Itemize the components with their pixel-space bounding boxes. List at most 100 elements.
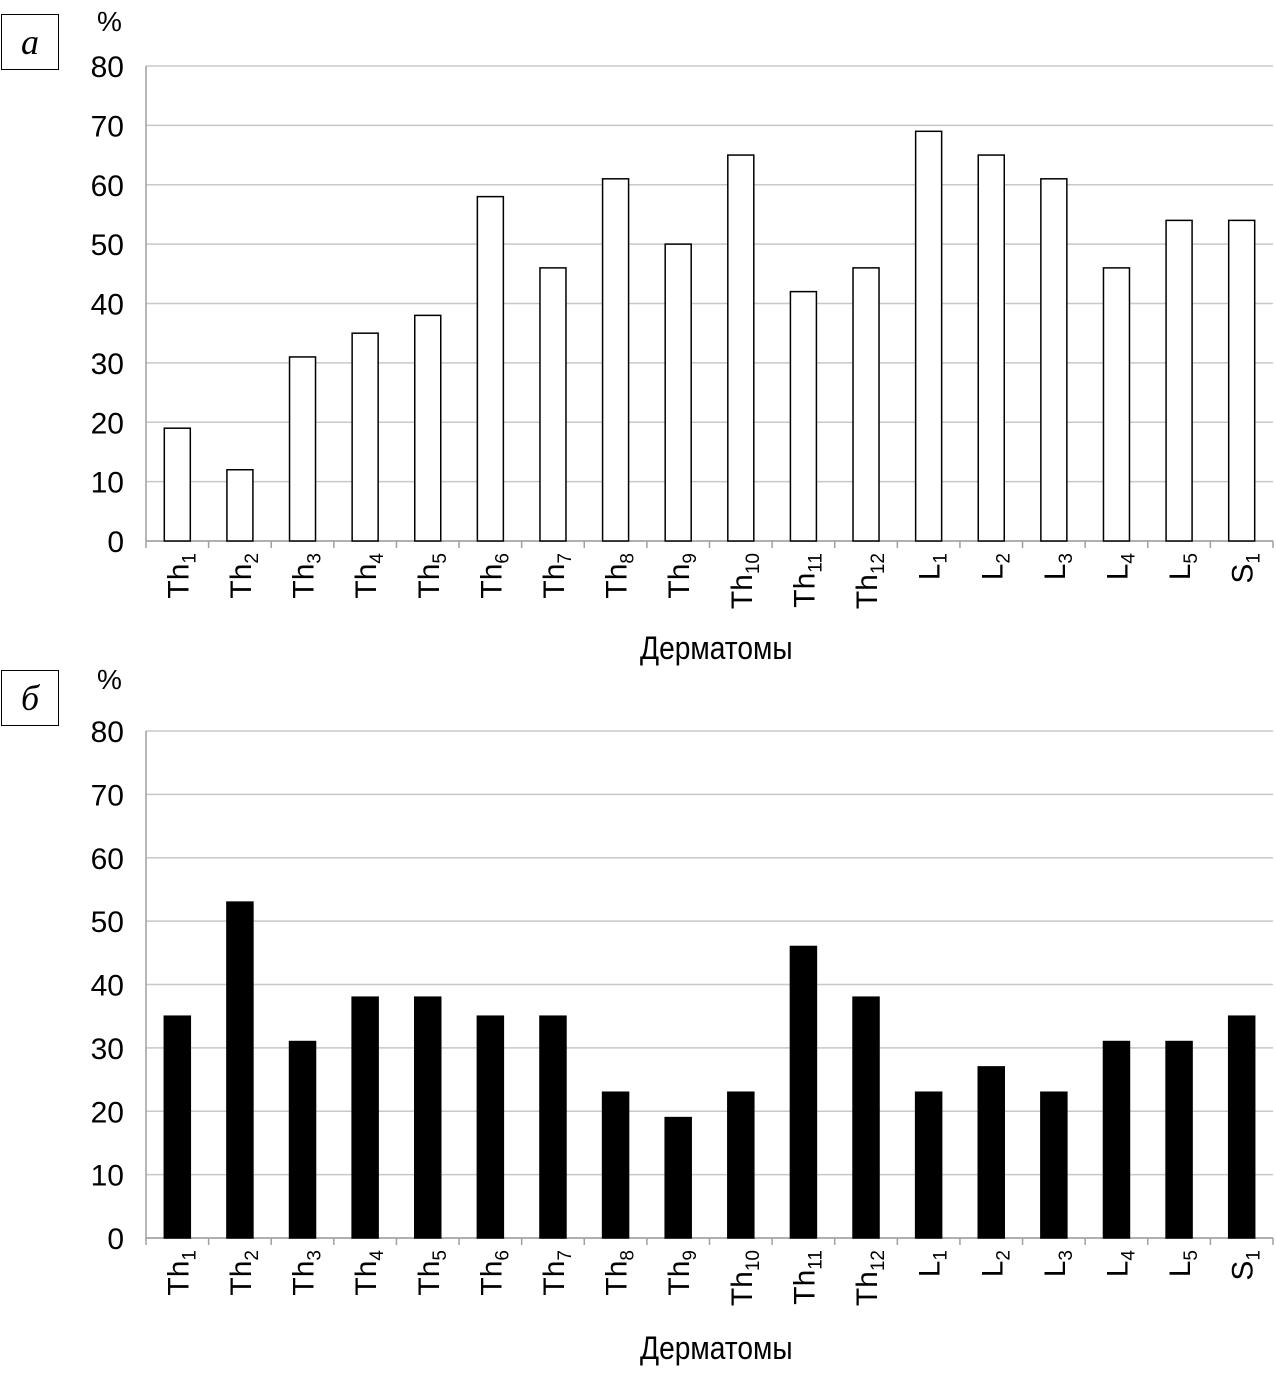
x-tick-label: L3 xyxy=(1039,553,1077,580)
y-tick-label: 10 xyxy=(91,467,124,500)
svg-text:S1: S1 xyxy=(1227,1250,1265,1281)
bar-L3 xyxy=(1040,178,1068,542)
svg-text:Th12: Th12 xyxy=(851,553,889,609)
bar-Th1 xyxy=(163,427,192,542)
x-tick-label: Th11 xyxy=(788,553,826,608)
bar-Th4 xyxy=(351,332,379,542)
svg-text:L4: L4 xyxy=(1101,1250,1139,1278)
x-tick-label: Th8 xyxy=(601,553,639,599)
svg-text:Th4: Th4 xyxy=(350,553,388,599)
x-tick-label: Th2 xyxy=(225,553,263,599)
x-tick-label: Th9 xyxy=(663,553,701,599)
y-tick-label: 20 xyxy=(91,1096,124,1129)
y-unit-label-b: % xyxy=(97,664,122,695)
x-tick-label: S1 xyxy=(1227,553,1265,584)
y-tick-label: 0 xyxy=(107,1223,124,1256)
bar-Th11 xyxy=(789,945,818,1239)
x-tick-label: S1 xyxy=(1227,1250,1265,1281)
bar-Th12 xyxy=(852,267,880,542)
y-tick-label: 80 xyxy=(91,716,124,749)
y-tick-label: 70 xyxy=(91,110,124,143)
svg-text:Th6: Th6 xyxy=(475,553,513,599)
y-tick-label: 60 xyxy=(91,170,124,203)
x-tick-label: L4 xyxy=(1101,553,1139,581)
x-tick-label: L5 xyxy=(1164,553,1202,580)
bar-Th11 xyxy=(789,290,818,542)
bar-Th12 xyxy=(852,996,880,1239)
x-tick-label: Th1 xyxy=(162,553,200,599)
svg-text:L3: L3 xyxy=(1039,553,1077,580)
x-tick-label: L2 xyxy=(976,1250,1014,1277)
y-tick-label: 10 xyxy=(91,1160,124,1193)
bar-L5 xyxy=(1165,1040,1193,1239)
bar-S1 xyxy=(1227,219,1256,542)
y-tick-label: 0 xyxy=(107,526,124,559)
svg-text:Th7: Th7 xyxy=(538,553,576,599)
svg-text:Th8: Th8 xyxy=(601,553,639,599)
svg-text:Th1: Th1 xyxy=(162,553,200,599)
bar-Th4 xyxy=(351,996,379,1239)
x-tick-label: Th3 xyxy=(288,1250,326,1296)
svg-text:Th2: Th2 xyxy=(225,1250,263,1296)
y-tick-label: 30 xyxy=(91,1033,124,1066)
bar-Th3 xyxy=(288,356,317,542)
bar-L2 xyxy=(977,1066,1005,1239)
svg-text:Th12: Th12 xyxy=(851,1250,889,1306)
bar-Th9 xyxy=(664,1116,692,1239)
y-tick-label: 50 xyxy=(91,906,124,939)
bar-Th10 xyxy=(727,1091,755,1239)
bar-L2 xyxy=(977,154,1005,542)
svg-text:Th6: Th6 xyxy=(475,1250,513,1296)
x-tick-label: Th11 xyxy=(788,1250,826,1305)
svg-text:L1: L1 xyxy=(914,1250,952,1277)
x-tick-label: Th5 xyxy=(413,553,451,599)
y-tick-label: 60 xyxy=(91,843,124,876)
x-tick-label: Th10 xyxy=(726,553,764,609)
y-unit-label-a: % xyxy=(97,6,122,37)
svg-text:Th3: Th3 xyxy=(288,1250,326,1296)
svg-text:Th5: Th5 xyxy=(413,1250,451,1296)
bar-Th10 xyxy=(727,154,755,542)
bar-S1 xyxy=(1227,1015,1256,1239)
bar-Th1 xyxy=(163,1015,192,1239)
x-tick-label: Th1 xyxy=(162,1250,200,1296)
bar-Th7 xyxy=(539,267,567,542)
x-tick-label: Th3 xyxy=(288,553,326,599)
svg-text:L2: L2 xyxy=(976,1250,1014,1277)
svg-text:Th9: Th9 xyxy=(663,553,701,599)
x-tick-label: Th10 xyxy=(726,1250,764,1306)
x-tick-label: L3 xyxy=(1039,1250,1077,1277)
bar-L4 xyxy=(1102,1040,1131,1239)
panel-label-a: а xyxy=(1,14,59,70)
svg-text:Th5: Th5 xyxy=(413,553,451,599)
bar-Th2 xyxy=(226,469,254,542)
bar-L1 xyxy=(914,1091,943,1239)
bar-Th9 xyxy=(664,243,692,542)
y-tick-label: 20 xyxy=(91,407,124,440)
bar-L3 xyxy=(1040,1091,1068,1239)
svg-text:L4: L4 xyxy=(1101,553,1139,581)
y-tick-label: 40 xyxy=(91,289,124,322)
x-tick-label: Th6 xyxy=(475,1250,513,1296)
x-tick-label: L5 xyxy=(1164,1250,1202,1277)
bar-Th3 xyxy=(288,1040,317,1239)
x-tick-label: L2 xyxy=(976,553,1014,580)
bar-Th8 xyxy=(601,1091,630,1239)
y-tick-label: 30 xyxy=(91,348,124,381)
bar-L4 xyxy=(1102,267,1131,542)
bar-chart-a: 0 10 20 30 40 50 60 70 80 Th1 Th2 Th3 Th4 Th5 Th6 Th7 Th… xyxy=(91,51,1274,609)
bar-Th6 xyxy=(476,1015,505,1239)
svg-text:Th8: Th8 xyxy=(601,1250,639,1296)
svg-text:Th11: Th11 xyxy=(788,553,826,608)
bar-Th6 xyxy=(476,195,505,542)
svg-text:L3: L3 xyxy=(1039,1250,1077,1277)
panel-label-b: б xyxy=(1,670,59,726)
x-tick-label: Th5 xyxy=(413,1250,451,1296)
svg-text:Th10: Th10 xyxy=(726,553,764,609)
x-axis-title-b: Дерматомы xyxy=(640,1330,793,1366)
x-tick-label: Th9 xyxy=(663,1250,701,1296)
x-tick-label: Th4 xyxy=(350,1250,388,1296)
bar-L5 xyxy=(1165,219,1193,542)
svg-text:L5: L5 xyxy=(1164,1250,1202,1277)
